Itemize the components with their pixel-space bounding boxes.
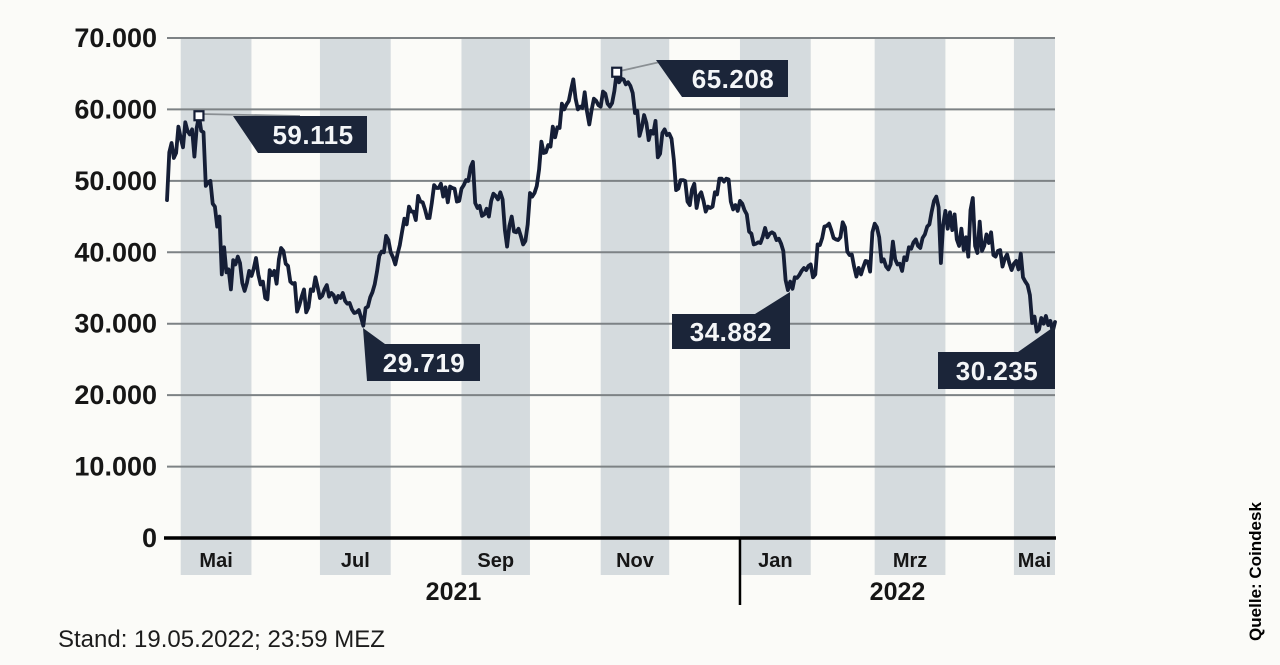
month-label: Mai xyxy=(1018,550,1051,572)
y-axis-label: 60.000 xyxy=(74,94,157,124)
month-band xyxy=(180,38,252,575)
source-label: Quelle: Coindesk xyxy=(1245,502,1265,641)
month-band xyxy=(600,38,670,575)
month-band xyxy=(874,38,946,575)
month-label: Mai xyxy=(199,550,232,572)
annotation-callout xyxy=(233,116,367,153)
y-axis-label: 30.000 xyxy=(74,309,157,339)
price-line xyxy=(165,70,1057,334)
annotation-callout xyxy=(363,328,480,381)
month-label: Nov xyxy=(616,550,655,572)
annotation-value: 34.882 xyxy=(690,317,773,347)
annotation-value: 59.115 xyxy=(272,120,353,150)
annotation-callout xyxy=(938,326,1055,389)
y-axis-label: 20.000 xyxy=(74,380,157,410)
annotation-value: 29.719 xyxy=(383,348,466,378)
y-axis-label: 50.000 xyxy=(74,166,157,196)
y-axis-label: 10.000 xyxy=(74,452,157,482)
callout-connector xyxy=(619,61,661,72)
year-label: 2022 xyxy=(870,578,926,606)
annotation-value: 65.208 xyxy=(692,64,775,94)
annotation-value: 30.235 xyxy=(956,356,1039,386)
month-band xyxy=(461,38,530,575)
callout-connector xyxy=(200,113,301,117)
status-line: Stand: 19.05.2022; 23:59 MEZ xyxy=(58,626,385,653)
y-axis-label: 0 xyxy=(142,523,157,553)
annotation-callout xyxy=(656,60,788,97)
data-point-marker xyxy=(193,110,205,122)
annotation-callout xyxy=(672,292,790,349)
month-label: Mrz xyxy=(893,550,927,572)
month-band xyxy=(1013,38,1055,575)
month-label: Jul xyxy=(341,550,370,572)
year-label: 2021 xyxy=(426,578,482,606)
month-label: Sep xyxy=(477,550,514,572)
y-axis-label: 70.000 xyxy=(74,23,157,53)
month-label: Jan xyxy=(758,550,792,572)
y-axis-label: 40.000 xyxy=(74,237,157,267)
data-point-marker xyxy=(611,66,623,78)
